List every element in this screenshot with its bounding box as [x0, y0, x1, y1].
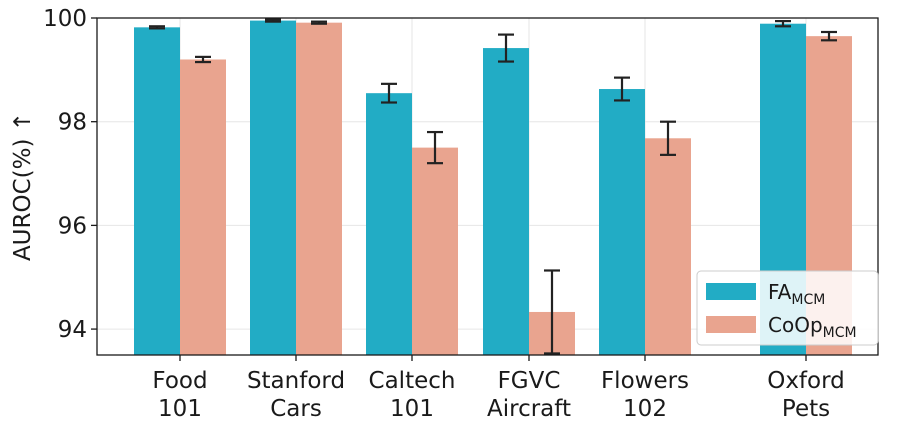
legend-subscript: MCM	[791, 292, 825, 308]
x-tick-label-line: Oxford	[767, 368, 845, 394]
x-tick-label: Stanford Cars	[247, 368, 345, 422]
bar-coop-0	[180, 59, 226, 355]
error-bar-layer	[149, 18, 837, 355]
x-tick-label-line: 102	[623, 396, 667, 422]
error-bar-fa-0	[149, 25, 165, 30]
legend-subscript: MCM	[823, 325, 857, 341]
bar-coop-2	[412, 147, 458, 355]
x-tick-label-line: Food	[152, 368, 207, 394]
y-axis-title: AUROC(%) ↑	[10, 112, 36, 261]
x-tick-label: Food 101	[152, 368, 207, 422]
y-axis-ticks: 94 96 98 100	[43, 6, 97, 343]
x-tick-label-line: Caltech	[369, 368, 456, 394]
bar-fa-0	[134, 27, 180, 356]
x-tick-label: FGVC Aircraft	[487, 368, 571, 422]
x-tick-label-line: Flowers	[601, 368, 689, 394]
x-tick-label-line: Aircraft	[487, 396, 571, 422]
x-tick-label: Oxford Pets	[767, 368, 845, 422]
error-bar-coop-5	[821, 30, 837, 42]
error-bar-coop-0	[195, 55, 211, 64]
legend-name: FA	[768, 280, 792, 304]
legend-swatch-coop	[706, 316, 756, 333]
plot-frame	[96, 17, 879, 356]
y-tick-label: 94	[58, 317, 87, 343]
error-bar-fa-2	[381, 82, 397, 104]
error-bar-coop-4	[660, 120, 676, 156]
error-bar-coop-3	[544, 269, 560, 355]
x-tick-label: Flowers 102	[601, 368, 689, 422]
error-bar-fa-1	[265, 18, 281, 23]
legend-name: CoOp	[768, 313, 823, 337]
error-bar-coop-1	[311, 20, 327, 25]
x-tick-label: Caltech 101	[369, 368, 456, 422]
x-tick-label-line: Pets	[782, 396, 830, 422]
error-bar-coop-2	[427, 130, 443, 165]
x-tick-label-line: 101	[158, 396, 202, 422]
legend-label-coop: CoOpMCM	[768, 313, 857, 341]
error-bar-fa-3	[498, 33, 514, 63]
x-tick-label-line: 101	[390, 396, 434, 422]
bar-fa-1	[250, 20, 296, 355]
legend-label-fa: FAMCM	[768, 280, 825, 308]
bar-fa-3	[483, 48, 529, 355]
error-bar-fa-4	[614, 76, 630, 102]
x-tick-label-line: Cars	[270, 396, 322, 422]
legend-swatch-fa	[706, 283, 756, 300]
bar-fa-2	[366, 93, 412, 355]
x-tick-label-line: Stanford	[247, 368, 345, 394]
bar-fa-4	[599, 89, 645, 355]
y-tick-label: 98	[58, 110, 87, 136]
y-tick-label: 96	[58, 213, 87, 239]
x-tick-label-line: FGVC	[498, 368, 561, 394]
bar-coop-1	[296, 22, 342, 356]
error-bar-fa-5	[775, 20, 791, 28]
y-tick-label: 100	[43, 6, 87, 32]
bar-coop-4	[645, 138, 691, 355]
